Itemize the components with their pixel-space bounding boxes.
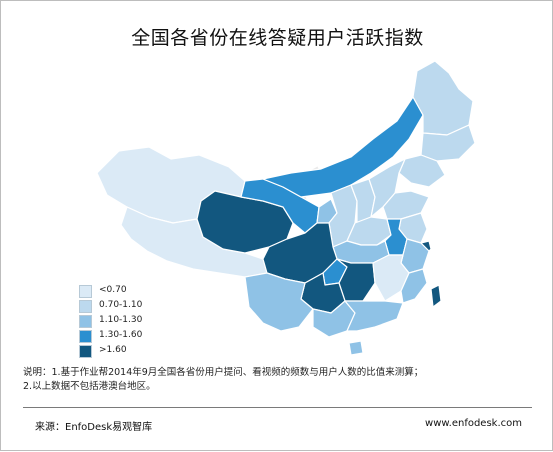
note-line-2: 2.以上数据不包括港澳台地区。 — [23, 381, 156, 392]
legend-label: 1.10-1.30 — [99, 315, 143, 325]
legend-swatch — [79, 315, 92, 328]
legend-label: 1.30-1.60 — [99, 330, 143, 340]
region-liaoning — [398, 154, 446, 188]
region-guangdong — [344, 300, 404, 332]
legend-swatch — [79, 330, 92, 343]
page-title: 全国各省份在线答疑用户活跃指数 — [131, 27, 424, 49]
legend-swatch — [79, 345, 92, 358]
region-hainan — [348, 340, 364, 356]
site-url: www.enfodesk.com — [425, 418, 522, 429]
footer-divider — [23, 407, 532, 408]
legend-label: <0.70 — [99, 285, 127, 295]
region-heilongjiang — [412, 60, 474, 136]
legend-label: 0.70-1.10 — [99, 300, 143, 310]
legend-label: >1.60 — [99, 345, 127, 355]
region-shanghai — [420, 240, 432, 252]
source-text: 来源：EnfoDesk易观智库 — [35, 422, 153, 433]
region-taiwan — [430, 284, 442, 308]
region-inner-mongolia — [262, 96, 424, 198]
notes: 说明：1.基于作业帮2014年9月全国各省份用户提问、看视频的频数与用户人数的比… — [23, 366, 423, 394]
note-line-1: 说明：1.基于作业帮2014年9月全国各省份用户提问、看视频的频数与用户人数的比… — [23, 367, 424, 378]
legend-swatch — [79, 285, 92, 298]
legend-swatch — [79, 300, 92, 313]
